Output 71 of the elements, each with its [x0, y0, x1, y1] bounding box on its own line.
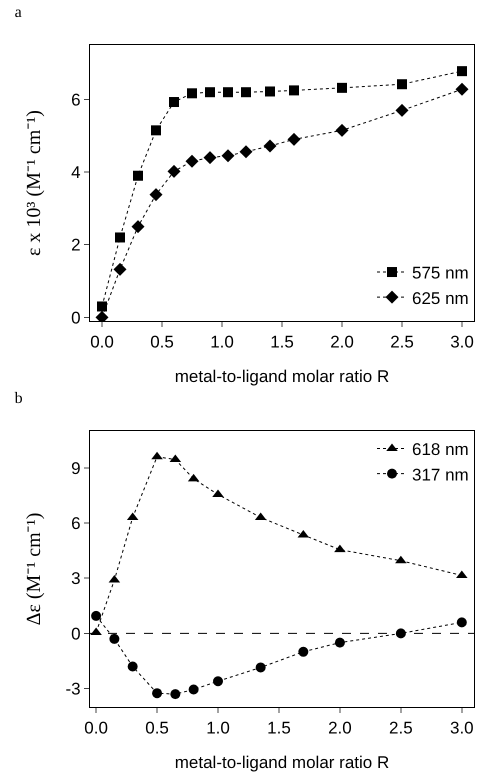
x-tick-label: 0.5: [150, 332, 174, 352]
x-tick-label: 1.5: [270, 332, 294, 352]
x-axis-title: metal-to-ligand molar ratio R: [174, 367, 390, 386]
x-tick-label: 1.5: [267, 718, 291, 738]
y-tick-label: 3: [71, 569, 81, 588]
point: [256, 662, 266, 672]
point: [289, 85, 299, 96]
chart-title: b: [14, 390, 23, 407]
point: [150, 188, 162, 202]
x-tick-label: 1.0: [210, 332, 234, 352]
point: [168, 164, 180, 178]
y-tick-label: 0: [71, 308, 81, 328]
y-tick-label: 6: [71, 90, 81, 110]
x-tick-label: 3.0: [450, 332, 474, 352]
point: [128, 662, 138, 672]
point: [115, 232, 125, 242]
point: [169, 97, 179, 108]
point: [265, 86, 275, 96]
x-tick-label: 1.0: [206, 718, 230, 738]
point: [222, 149, 234, 162]
point: [396, 104, 408, 117]
point: [457, 66, 467, 76]
point: [223, 87, 233, 98]
point: [114, 262, 126, 276]
point: [240, 145, 252, 158]
y-tick-label: 0: [71, 624, 81, 644]
point: [97, 301, 107, 312]
y-tick-label: 2: [71, 236, 81, 255]
point: [264, 139, 276, 152]
point: [298, 646, 308, 657]
point: [204, 151, 216, 164]
point: [170, 689, 180, 700]
x-tick-label: 0.0: [90, 332, 114, 352]
point: [336, 124, 348, 137]
legend-label: 618 nm: [412, 440, 469, 460]
point: [288, 132, 300, 146]
point: [188, 684, 199, 695]
x-tick-label: 0.0: [84, 718, 108, 738]
x-tick-label: 2.5: [390, 332, 414, 352]
point: [456, 82, 468, 96]
y-tick-label: 9: [71, 458, 81, 478]
legend-label: 317 nm: [412, 465, 469, 484]
point: [133, 170, 143, 181]
y-tick-label: -3: [65, 680, 81, 699]
legend-label: 575 nm: [412, 264, 469, 283]
y-tick-label: 4: [71, 163, 81, 182]
point: [241, 87, 251, 98]
x-tick-label: 0.5: [145, 718, 169, 738]
legend-label: 625 nm: [412, 288, 469, 308]
point: [205, 87, 215, 98]
point: [132, 220, 144, 234]
x-axis-title: metal-to-ligand molar ratio R: [174, 753, 390, 772]
x-tick-label: 2.5: [389, 718, 413, 738]
point: [152, 688, 162, 698]
x-tick-label: 2.0: [328, 718, 352, 738]
x-tick-label: 3.0: [450, 718, 474, 738]
y-axis-title: Δε (M⁻¹ cm⁻¹): [23, 512, 45, 626]
point: [186, 154, 198, 168]
chart-title: a: [14, 4, 22, 21]
x-tick-label: 2.0: [330, 332, 354, 352]
y-tick-label: 6: [71, 514, 81, 533]
point: [456, 617, 467, 628]
point: [337, 82, 347, 93]
point: [213, 676, 223, 686]
point: [187, 88, 197, 98]
point: [91, 610, 102, 621]
point: [334, 638, 345, 648]
y-axis-title: ε x 10³ (M⁻¹ cm⁻¹): [23, 110, 45, 256]
point: [397, 79, 407, 90]
point: [151, 125, 161, 136]
point: [109, 634, 120, 644]
